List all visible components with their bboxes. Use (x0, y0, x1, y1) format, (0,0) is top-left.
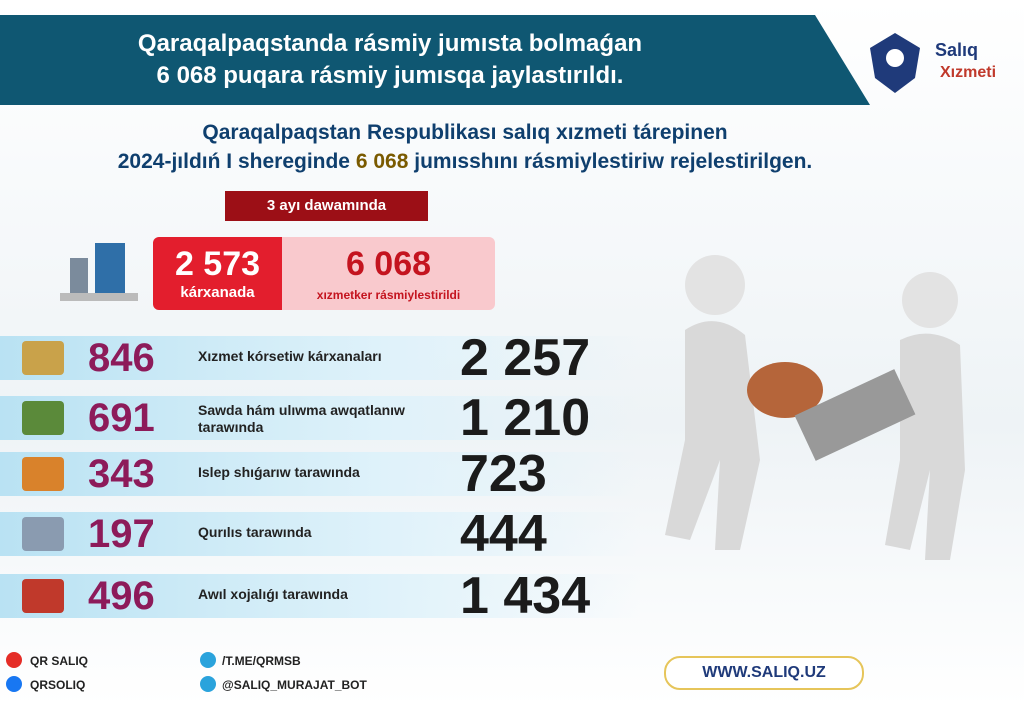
row-band (0, 574, 640, 618)
logo-icon (870, 33, 920, 93)
facebook-text: QRSOLIQ (30, 678, 86, 692)
header: Qaraqalpaqstanda rásmiy jumısta bolmaǵan… (0, 15, 870, 105)
row-label: Qurılıs tarawında (198, 524, 312, 540)
row-band (0, 336, 640, 380)
subtitle-number: 6 068 (355, 150, 409, 173)
subtitle-text: jumısshını rásmiylestiriw rejelestirilge… (414, 150, 813, 173)
row-workers: 1 434 (460, 567, 591, 625)
subtitle-text: 2024-jıldıń I shereginde (117, 150, 350, 173)
subtitle: 2024-jıldıń I shereginde 6 068 jumısshın… (0, 150, 930, 174)
row-count: 343 (88, 452, 155, 496)
row-workers: 2 257 (460, 329, 591, 387)
row-workers: 723 (460, 445, 547, 503)
row-icon (22, 341, 64, 375)
row-icon (22, 457, 64, 491)
row-label: Sawda hám ulıwma awqatlanıw tarawında (198, 402, 405, 435)
row-count: 846 (88, 336, 155, 380)
telegram-text: /T.ME/QRMSB (222, 654, 301, 668)
telegram-icon (200, 676, 216, 692)
logo-name: Salıq (935, 40, 979, 60)
row-band (0, 512, 640, 556)
row-label: Xızmet kórsetiw kárxanaları (198, 348, 382, 364)
youtube-icon (6, 652, 22, 668)
logo-sub: Xızmeti (940, 64, 997, 81)
title-line: Qaraqalpaqstanda rásmiy jumısta bolmaǵan (137, 30, 643, 57)
workers-box: 6 068 xızmetker rásmiylestirildi (282, 237, 495, 310)
telegram-icon (200, 652, 216, 668)
enterprises-box: 2 573 kárxanada (153, 237, 282, 310)
row-band (0, 452, 640, 496)
row-count: 496 (88, 574, 155, 618)
enterprises-count: 2 573 (174, 245, 261, 283)
row-label: Awıl xojalıǵı tarawında (198, 586, 348, 602)
youtube-text: QR SALIQ (30, 654, 89, 668)
row-count: 197 (88, 512, 155, 556)
row-workers: 444 (460, 505, 547, 563)
workers-label: xızmetker rásmiylestirildi (316, 288, 461, 302)
row-icon (22, 517, 64, 551)
facebook-icon (6, 676, 22, 692)
subtitle: Qaraqalpaqstan Respublikası salıq xızmet… (202, 121, 728, 144)
illustration (665, 255, 965, 560)
row-label: Islep shıǵarıw tarawında (198, 464, 360, 480)
row-workers: 1 210 (460, 389, 591, 447)
enterprises-label: kárxanada (180, 284, 255, 301)
row-band (0, 396, 640, 440)
website[interactable]: WWW.SALIQ.UZ (664, 656, 864, 690)
telegram-text: @SALIQ_MURAJAT_BOT (222, 678, 367, 692)
building-icon (60, 243, 138, 301)
workers-count: 6 068 (345, 245, 432, 283)
row-icon (22, 401, 64, 435)
row-icon (22, 579, 64, 613)
period-badge: 3 ayı dawamında (225, 191, 428, 221)
row-count: 691 (88, 396, 155, 440)
title-line: 6 068 puqara rásmiy jumısqa jaylastırıld… (156, 62, 624, 89)
